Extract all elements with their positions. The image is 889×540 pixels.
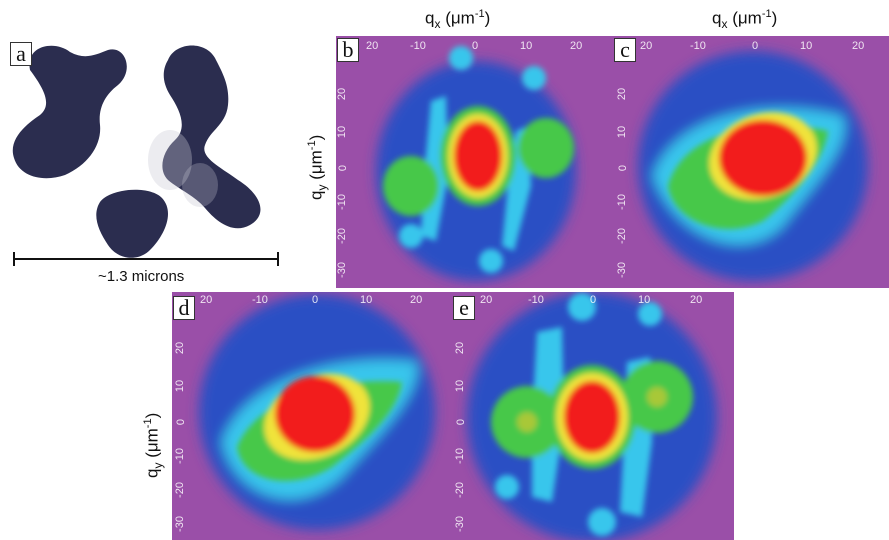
tick-label: 0 — [472, 40, 479, 52]
tick-label: -10 — [173, 448, 186, 464]
panel-b-diffraction — [336, 36, 613, 288]
tick-label: -10 — [453, 448, 466, 464]
tick-label: 10 — [638, 294, 651, 306]
tick-label: 20 — [336, 87, 349, 101]
particle-left — [12, 45, 127, 179]
tick-label: -10 — [410, 40, 426, 52]
tick-label: 0 — [752, 40, 759, 52]
panel-letter-b: b — [337, 38, 359, 62]
tick-label: -30 — [335, 262, 348, 278]
tick-label: 0 — [617, 164, 630, 172]
scale-bar-label: ~1.3 microns — [98, 268, 185, 285]
tick-label: 10 — [174, 379, 187, 393]
tick-label: -10 — [528, 294, 544, 306]
tick-label: 0 — [590, 294, 597, 306]
tick-label: -10 — [252, 294, 268, 306]
tick-label: -20 — [173, 482, 186, 498]
tick-label: 20 — [454, 341, 467, 355]
tick-label: 0 — [175, 418, 188, 426]
panel-letter-a: a — [10, 42, 32, 66]
tick-label: 10 — [336, 125, 349, 139]
tick-label: 20 — [640, 40, 653, 52]
tick-label: 0 — [312, 294, 319, 306]
scale-bar — [13, 252, 279, 266]
tick-label: 0 — [337, 164, 350, 172]
tick-label: -30 — [615, 262, 628, 278]
tick-label: 20 — [174, 341, 187, 355]
tick-label: 20 — [200, 294, 213, 306]
panel-e-diffraction — [452, 292, 734, 540]
tick-label: 20 — [366, 40, 379, 52]
tick-label: -30 — [173, 516, 186, 532]
tick-label: -30 — [453, 516, 466, 532]
tick-label: 10 — [616, 125, 629, 139]
tick-label: -10 — [690, 40, 706, 52]
qx-axis-title-c: qx (μm-1) — [712, 8, 778, 32]
panel-c-diffraction — [613, 36, 889, 288]
panel-d-diffraction — [172, 292, 452, 540]
tick-label: 10 — [800, 40, 813, 52]
particle-aggregate — [12, 45, 261, 258]
tick-label: 20 — [690, 294, 703, 306]
particle-bottom — [96, 189, 169, 258]
qy-axis-title-bottom: qy (μm-1) — [142, 412, 166, 478]
tick-label: -20 — [335, 228, 348, 244]
qy-axis-title-top: qy (μm-1) — [306, 134, 330, 200]
panel-a-image — [0, 30, 300, 280]
tick-label: 10 — [360, 294, 373, 306]
tick-label: 20 — [480, 294, 493, 306]
tick-label: 0 — [455, 418, 468, 426]
tick-label: -20 — [615, 228, 628, 244]
panel-letter-d: d — [173, 296, 195, 320]
qx-axis-title-b: qx (μm-1) — [425, 8, 491, 32]
particle-right — [162, 45, 261, 229]
panel-letter-e: e — [453, 296, 475, 320]
tick-label: 20 — [570, 40, 583, 52]
tick-label: 10 — [454, 379, 467, 393]
tick-label: 10 — [520, 40, 533, 52]
panel-letter-c: c — [614, 38, 636, 62]
tick-label: -10 — [335, 194, 348, 210]
tick-label: -20 — [453, 482, 466, 498]
tick-label: 20 — [852, 40, 865, 52]
tick-label: -10 — [615, 194, 628, 210]
tick-label: 20 — [616, 87, 629, 101]
tick-label: 20 — [410, 294, 423, 306]
